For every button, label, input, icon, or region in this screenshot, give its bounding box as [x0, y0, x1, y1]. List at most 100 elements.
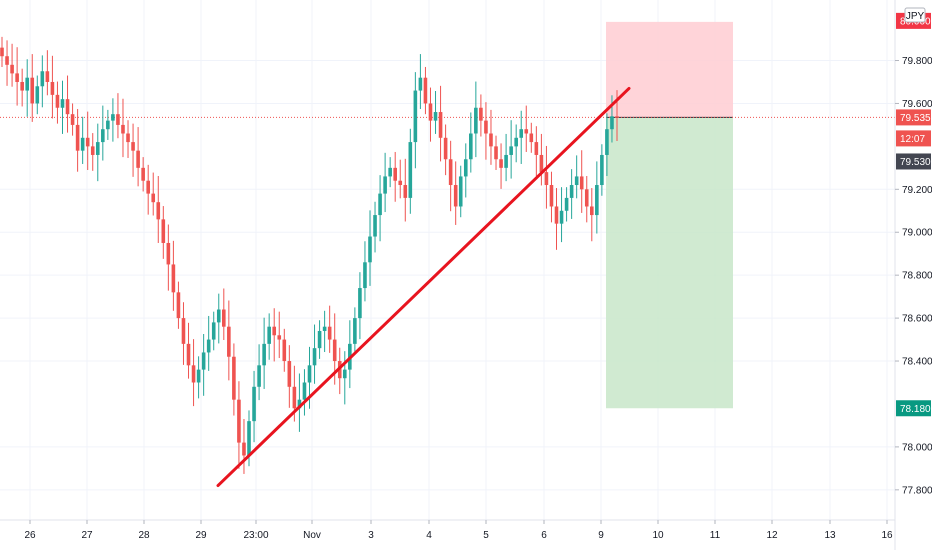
candle-body [499, 159, 503, 168]
candle-body [363, 262, 367, 289]
candle-body [403, 185, 408, 198]
x-tick-label: Nov [303, 530, 321, 541]
candle-body [20, 81, 24, 91]
candle-body [474, 107, 478, 134]
candle-body [196, 369, 201, 383]
candle-body [433, 112, 438, 121]
candle-body [186, 343, 191, 366]
candle-body [584, 189, 589, 207]
candle-body [206, 339, 211, 353]
candle-body [564, 197, 569, 211]
candle-body [201, 352, 206, 370]
candle-body [272, 326, 277, 336]
candle-body [569, 185, 574, 198]
candle-body [242, 442, 246, 456]
candle-body [494, 146, 498, 160]
candle-body [489, 133, 493, 147]
last-price-tag: 79.535 [900, 113, 931, 124]
candle-body [297, 399, 302, 409]
candle-body [70, 114, 75, 125]
candle-body [292, 386, 297, 409]
candle-body [80, 137, 85, 151]
candle-body [211, 322, 216, 340]
x-tick-label: 27 [81, 530, 93, 541]
countdown-tag-box [896, 130, 931, 147]
x-tick-label: 12 [766, 530, 778, 541]
candle-body [232, 356, 236, 400]
candle-body [458, 176, 463, 207]
symbol-badge-box [904, 7, 926, 23]
candle-body [368, 236, 372, 263]
y-tick-label: 78.000 [902, 442, 932, 453]
candle-body [504, 154, 508, 168]
candle-body [252, 386, 256, 422]
candle-body [35, 86, 40, 104]
candle-body [418, 77, 423, 91]
x-tick-label: 4 [426, 530, 432, 541]
y-tick-label: 79.200 [902, 185, 932, 196]
y-tick-label: 79.000 [902, 228, 932, 239]
take-profit-tag: 78.180 [900, 404, 931, 415]
candle-body [10, 64, 14, 74]
candle-body [534, 142, 539, 155]
candle-body [181, 318, 186, 344]
candle-body [539, 154, 544, 173]
candle-body [378, 193, 382, 216]
candle-body [479, 107, 483, 121]
candle-body [423, 77, 428, 104]
candle-body [549, 185, 554, 207]
y-tick-label: 78.600 [902, 314, 932, 325]
candle-body [131, 142, 135, 151]
candle-body [40, 71, 45, 87]
x-tick-label: 29 [195, 530, 207, 541]
candle-body [0, 47, 4, 57]
candle-body [388, 167, 392, 177]
candle-body [257, 365, 261, 387]
candle-body [383, 176, 387, 194]
candle-body [428, 103, 433, 121]
candles [0, 36, 619, 474]
candle-body [327, 326, 332, 340]
candle-body [161, 219, 166, 243]
take-profit-zone[interactable] [606, 117, 733, 409]
candle-body [595, 185, 599, 216]
candle-body [75, 124, 80, 151]
candle-body [222, 309, 226, 327]
candle-body [171, 264, 176, 293]
candle-body [443, 137, 448, 160]
candle-body [509, 146, 513, 155]
bid-price-tag-box [896, 153, 931, 170]
x-tick-label: 5 [483, 530, 489, 541]
candle-body [176, 292, 181, 319]
candle-body [312, 348, 317, 366]
candle-body [600, 154, 604, 186]
stop-loss-zone[interactable] [606, 21, 733, 118]
candle-body [101, 129, 105, 143]
candle-body [136, 150, 140, 168]
x-tick-label: 16 [881, 530, 893, 541]
candle-body [574, 176, 579, 186]
candle-body [605, 129, 609, 155]
candle-body [30, 77, 35, 104]
x-tick-label: 10 [652, 530, 664, 541]
candle-body [322, 326, 327, 331]
x-tick-label: 3 [368, 530, 374, 541]
x-tick-label: 13 [824, 530, 836, 541]
candle-body [65, 99, 70, 115]
trendline[interactable] [216, 86, 631, 488]
candle-body [408, 142, 413, 198]
candle-body [227, 326, 231, 357]
symbol-badge[interactable]: JPY [904, 7, 926, 23]
candle-body [166, 242, 171, 265]
candle-body [342, 369, 347, 379]
candle-body [126, 133, 130, 143]
candle-body [514, 137, 518, 147]
candle-body [484, 120, 488, 134]
candle-body [50, 81, 55, 95]
position-zones [606, 21, 733, 409]
x-tick-label: 28 [138, 530, 150, 541]
candle-body [463, 159, 468, 177]
candle-body [116, 114, 120, 125]
candle-body [267, 326, 271, 344]
